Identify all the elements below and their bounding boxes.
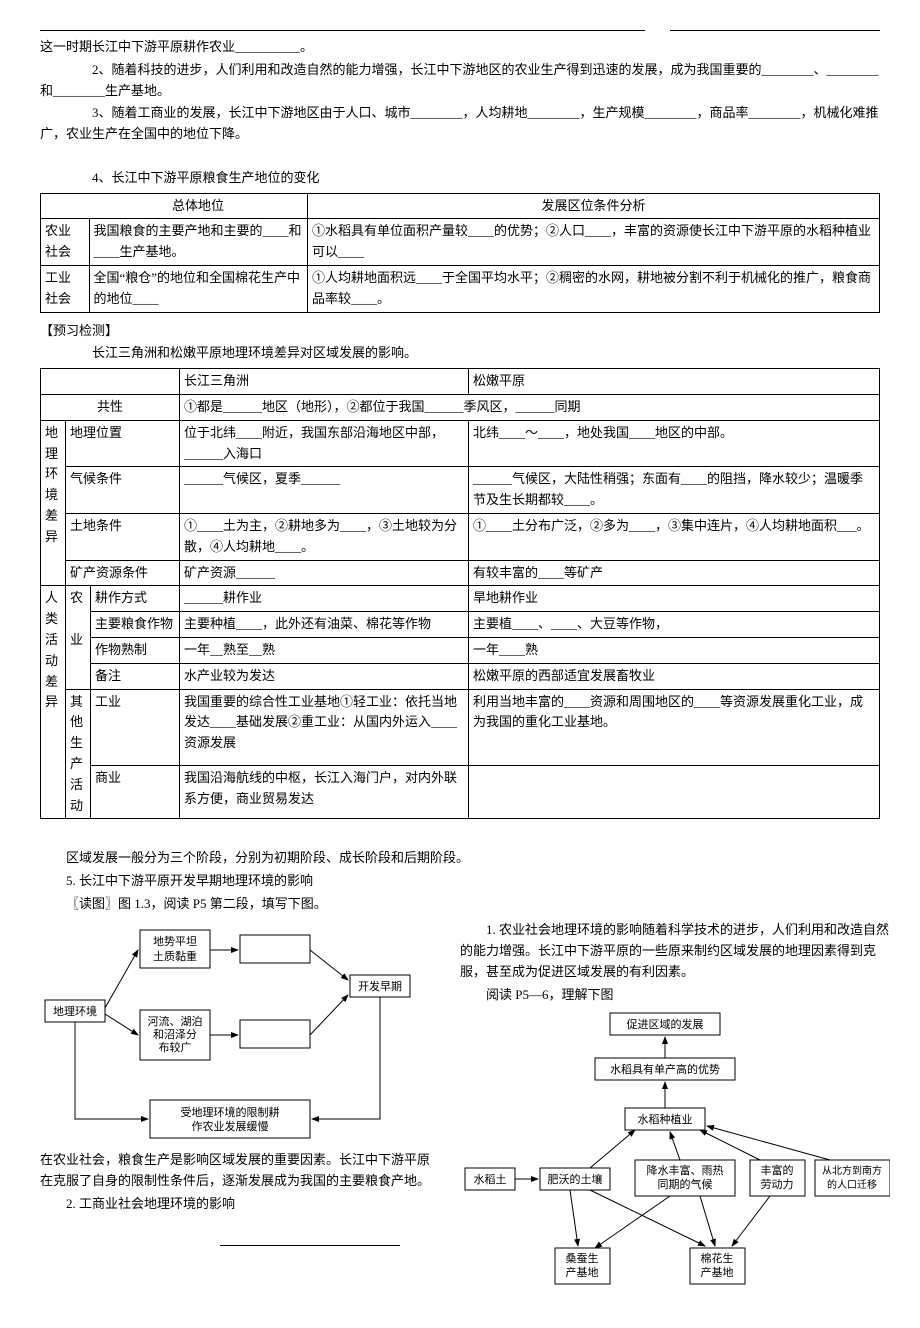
t2-mineral-label: 矿产资源条件 (66, 560, 180, 586)
t2-ind-a: 我国重要的综合性工业基地①轻工业：依托当地发达____基础发展②重工业：从国内外… (180, 689, 469, 766)
stage-line-3: 〖读图〗图 1.3，阅读 P5 第二段，填写下图。 (40, 894, 880, 915)
svg-text:肥沃的土壤: 肥沃的土壤 (548, 1172, 603, 1186)
svg-text:促进区域的发展: 促进区域的发展 (627, 1017, 704, 1031)
t2-crop-label: 主要粮食作物 (91, 612, 180, 638)
svg-text:作农业发展缓慢: 作农业发展缓慢 (192, 1119, 269, 1133)
table-status-change: 总体地位 发展区位条件分析 农业社会 我国粮食的主要产地和主要的____和___… (40, 193, 880, 313)
t2-geo-pos-label: 地理位置 (66, 420, 180, 467)
t2-note-a: 水产业较为发达 (180, 663, 469, 689)
t2-farm-mode-b: 旱地耕作业 (469, 586, 880, 612)
svg-text:地理环境: 地理环境 (53, 1004, 97, 1018)
t2-land-label: 土地条件 (66, 513, 180, 560)
t2-other-label: 其他生产活动 (66, 689, 91, 819)
t2-land-b: ①____土分布广泛，②多为____，③集中连片，④人均耕地面积___。 (469, 513, 880, 560)
t2-crop-a: 主要种植____，此外还有油菜、棉花等作物 (180, 612, 469, 638)
t1-r1-c1: 我国粮食的主要产地和主要的____和____生产基地。 (89, 219, 308, 266)
t2-note-b: 松嫩平原的西部适宜发展畜牧业 (469, 663, 880, 689)
svg-text:和沼泽分: 和沼泽分 (153, 1027, 197, 1041)
diagram-rice-system: 促进区域的发展 水稻具有单产高的优势 水稻种植业 水稻土 肥沃的土壤 降水丰富、… (460, 1008, 890, 1298)
header-rule-right (670, 30, 880, 31)
svg-text:的人口迁移: 的人口迁移 (827, 1178, 877, 1191)
t2-biz-b (469, 766, 880, 819)
footer-rule (220, 1245, 400, 1246)
stage-line-2: 5. 长江中下游平原开发早期地理环境的影响 (40, 871, 880, 892)
right-text-p2: 阅读 P5—6，理解下图 (460, 985, 890, 1006)
t2-climate-a: ______气候区，夏季______ (180, 467, 469, 514)
svg-text:从北方到南方: 从北方到南方 (822, 1164, 882, 1177)
t2-crop-b: 主要植____、____、大豆等作物， (469, 612, 880, 638)
intro-line-0: 这一时期长江中下游平原耕作农业__________。 (40, 37, 880, 58)
preview-head: 【预习检测】 (40, 321, 880, 342)
svg-text:水稻土: 水稻土 (474, 1173, 507, 1186)
t1-r2-c2: ①人均耕地面积远____于全国平均水平；②稠密的水网，耕地被分割不利于机械化的推… (308, 265, 880, 312)
t2-farm-mode-label: 耕作方式 (91, 586, 180, 612)
t1-r2-c1: 全国“粮仓”的地位和全国棉花生产中的地位____ (89, 265, 308, 312)
svg-text:劳动力: 劳动力 (761, 1178, 794, 1191)
t2-human-label: 人类活动差异 (41, 586, 66, 819)
svg-text:棉花生: 棉花生 (701, 1251, 734, 1265)
svg-text:土质黏重: 土质黏重 (153, 949, 197, 963)
svg-text:产基地: 产基地 (566, 1265, 599, 1279)
intro-line-3: 4、长江中下游平原粮食生产地位的变化 (40, 168, 880, 189)
intro-line-1: 2、随着科技的进步，人们利用和改造自然的能力增强，长江中下游地区的农业生产得到迅… (40, 60, 880, 102)
svg-text:桑蚕生: 桑蚕生 (566, 1251, 599, 1265)
t2-mineral-a: 矿产资源______ (180, 560, 469, 586)
svg-text:受地理环境的限制耕: 受地理环境的限制耕 (181, 1105, 280, 1119)
svg-text:丰富的: 丰富的 (761, 1163, 794, 1177)
diagram-early-dev: 地理环境 地势平坦 土质黏重 河流、湖泊 和沼泽分 布较广 开发早期 受地理环境… (40, 920, 440, 1150)
t1-r1-c2: ①水稻具有单位面积产量较____的优势；②人口____，丰富的资源使长江中下游平… (308, 219, 880, 266)
t1-h2: 发展区位条件分析 (308, 193, 880, 219)
t2-col-b: 松嫩平原 (469, 369, 880, 395)
svg-text:降水丰富、雨热: 降水丰富、雨热 (647, 1163, 724, 1177)
t2-note-label: 备注 (91, 663, 180, 689)
t2-geo-pos-a: 位于北纬____附近，我国东部沿海地区中部，______入海口 (180, 420, 469, 467)
right-text-p1: 1. 农业社会地理环境的影响随着科学技术的进步，人们利用和改造自然的能力增强。长… (460, 920, 890, 982)
svg-text:水稻种植业: 水稻种植业 (638, 1112, 693, 1126)
t2-ind-b: 利用当地丰富的____资源和周围地区的____等资源发展重化工业，成为我国的重化… (469, 689, 880, 766)
t2-col-a: 长江三角洲 (180, 369, 469, 395)
svg-text:产基地: 产基地 (701, 1265, 734, 1279)
t1-h1: 总体地位 (89, 193, 308, 219)
t2-common-label: 共性 (41, 394, 180, 420)
intro-line-2: 3、随着工商业的发展，长江中下游地区由于人口、城市________，人均耕地__… (40, 103, 880, 145)
t2-climate-label: 气候条件 (66, 467, 180, 514)
t2-geo-pos-b: 北纬____～____，地处我国____地区的中部。 (469, 420, 880, 467)
t2-ripe-b: 一年____熟 (469, 637, 880, 663)
svg-text:开发早期: 开发早期 (358, 979, 402, 993)
preview-sub: 长江三角洲和松嫩平原地理环境差异对区域发展的影响。 (40, 343, 880, 364)
svg-text:水稻具有单产高的优势: 水稻具有单产高的优势 (610, 1062, 720, 1076)
t2-land-a: ①____土为主，②耕地多为____，③土地较为分散，④人均耕地____。 (180, 513, 469, 560)
svg-text:布较广: 布较广 (159, 1040, 192, 1054)
t2-ripe-label: 作物熟制 (91, 637, 180, 663)
t2-agri-label: 农业 (66, 586, 91, 689)
svg-text:地势平坦: 地势平坦 (153, 934, 197, 948)
header-rule-left (40, 30, 645, 31)
svg-text:同期的气候: 同期的气候 (658, 1177, 713, 1191)
t1-r1-label: 农业社会 (41, 219, 90, 266)
stage-line-1: 区域发展一般分为三个阶段，分别为初期阶段、成长阶段和后期阶段。 (40, 848, 880, 869)
t2-geo-label: 地理环境差异 (41, 420, 66, 586)
t2-farm-mode-a: ______耕作业 (180, 586, 469, 612)
t1-r2-label: 工业社会 (41, 265, 90, 312)
left-text-p1: 在农业社会，粮食生产是影响区域发展的重要因素。长江中下游平原在克服了自身的限制性… (40, 1150, 440, 1192)
t2-mineral-b: 有较丰富的____等矿产 (469, 560, 880, 586)
t2-biz-label: 商业 (91, 766, 180, 819)
t2-ripe-a: 一年__熟至__熟 (180, 637, 469, 663)
svg-text:河流、湖泊: 河流、湖泊 (148, 1014, 203, 1028)
t2-climate-b: ______气候区，大陆性稍强；东面有____的阻挡，降水较少；温暖季节及生长期… (469, 467, 880, 514)
table-compare: 长江三角洲 松嫩平原 共性 ①都是______地区（地形），②都位于我国____… (40, 368, 880, 819)
t2-biz-a: 我国沿海航线的中枢，长江入海门户，对内外联系方便，商业贸易发达 (180, 766, 469, 819)
t2-common-val: ①都是______地区（地形），②都位于我国______季风区，______同期 (180, 394, 880, 420)
left-text-p2: 2. 工商业社会地理环境的影响 (40, 1194, 440, 1215)
t2-ind-label: 工业 (91, 689, 180, 766)
